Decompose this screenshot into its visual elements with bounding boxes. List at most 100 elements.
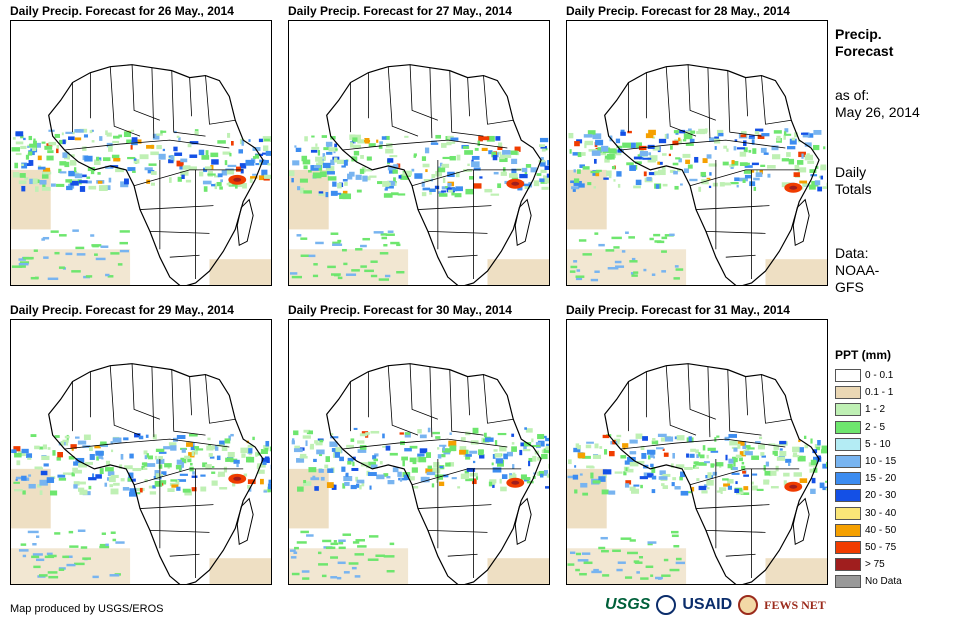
rain-cell (703, 461, 710, 464)
rain-cell (525, 477, 531, 481)
rain-cell (303, 165, 308, 170)
asof-label: as of: (835, 87, 870, 103)
rain-cell (699, 454, 705, 459)
rain-cell (267, 483, 271, 490)
rain-cell (700, 171, 706, 177)
rain-cell (226, 182, 233, 186)
rain-cell (370, 260, 378, 263)
rain-cell (740, 492, 750, 495)
rain-cell (538, 470, 545, 476)
rain-cell (127, 167, 136, 172)
rain-cell (308, 169, 312, 173)
rain-cell (353, 150, 360, 156)
rain-cell (510, 474, 514, 478)
rain-cell (315, 241, 324, 245)
precip-map (288, 20, 550, 286)
rain-cell (733, 447, 738, 452)
rain-cell (460, 437, 466, 442)
rain-cell (381, 236, 388, 240)
rain-cell (393, 177, 396, 182)
rain-cell (575, 277, 583, 281)
rain-cell (524, 184, 530, 190)
rain-cell (327, 265, 336, 269)
rain-cell (614, 471, 623, 474)
rain-cell (219, 487, 228, 490)
rain-cell (454, 193, 462, 198)
rain-cell (631, 257, 636, 261)
rain-cell (351, 467, 359, 471)
rain-cell (614, 438, 621, 442)
rain-cell (640, 445, 645, 451)
rain-cell (751, 485, 758, 491)
rain-cell (42, 444, 48, 450)
rain-cell (189, 154, 198, 158)
rain-cell (303, 190, 312, 194)
rain-cell (159, 480, 167, 483)
rain-cell (106, 132, 112, 137)
rain-cell (716, 435, 720, 438)
rain-cell (115, 168, 124, 173)
rain-cell (737, 441, 745, 446)
rain-cell (15, 478, 18, 481)
rain-cell (353, 427, 358, 430)
rain-cell (321, 135, 328, 138)
rain-cell (210, 152, 219, 158)
rain-cell (338, 541, 344, 545)
rain-cell (709, 137, 715, 142)
rain-cell (653, 233, 661, 237)
rain-cell (783, 480, 787, 486)
totals-line-1: Daily (835, 164, 867, 180)
legend-title: PPT (mm) (835, 348, 892, 362)
rain-cell (684, 466, 693, 470)
rain-cell (422, 187, 431, 191)
rain-cell (98, 185, 108, 192)
rain-cell (141, 462, 146, 466)
rain-cell (221, 445, 228, 452)
rain-cell (494, 453, 502, 458)
heading-line-1: Precip. (835, 26, 882, 42)
rain-cell (633, 271, 639, 274)
heavy-rain-cell (789, 484, 798, 489)
rain-cell (149, 491, 157, 495)
usaid-logo: USAID (682, 596, 733, 613)
rain-cell (318, 468, 324, 473)
rain-cell (706, 454, 709, 459)
rain-cell (100, 245, 109, 248)
rain-cell (356, 189, 362, 193)
rain-cell (350, 438, 355, 442)
rain-cell (417, 429, 422, 434)
rain-cell (569, 270, 576, 273)
legend-swatch (835, 489, 861, 503)
rain-cell (39, 179, 47, 185)
rain-cell (200, 486, 207, 492)
rain-cell (615, 138, 621, 144)
rain-cell (185, 179, 192, 183)
rain-cell (492, 453, 496, 459)
legend-swatch (835, 575, 861, 589)
rain-cell (382, 445, 387, 448)
rain-cell (826, 182, 827, 186)
rain-cell (186, 442, 193, 447)
rain-cell (388, 169, 395, 174)
rain-cell (695, 449, 699, 454)
heavy-rain-cell (233, 177, 242, 182)
rain-cell (809, 468, 817, 473)
rain-cell (335, 148, 338, 151)
rain-cell (224, 438, 231, 444)
rain-cell (409, 445, 418, 449)
rain-cell (52, 450, 56, 456)
rain-cell (385, 233, 395, 236)
rain-cell (633, 484, 640, 487)
rain-cell (156, 133, 163, 136)
rain-cell (579, 572, 587, 576)
rain-cell (664, 133, 669, 139)
rain-cell (310, 149, 318, 153)
rain-cell (13, 481, 20, 484)
rain-cell (754, 131, 760, 135)
rain-cell (70, 444, 77, 449)
rain-cell (701, 490, 708, 494)
rain-cell (79, 489, 88, 495)
rain-cell (814, 180, 821, 186)
rain-cell (689, 453, 695, 458)
rain-cell (582, 253, 592, 256)
